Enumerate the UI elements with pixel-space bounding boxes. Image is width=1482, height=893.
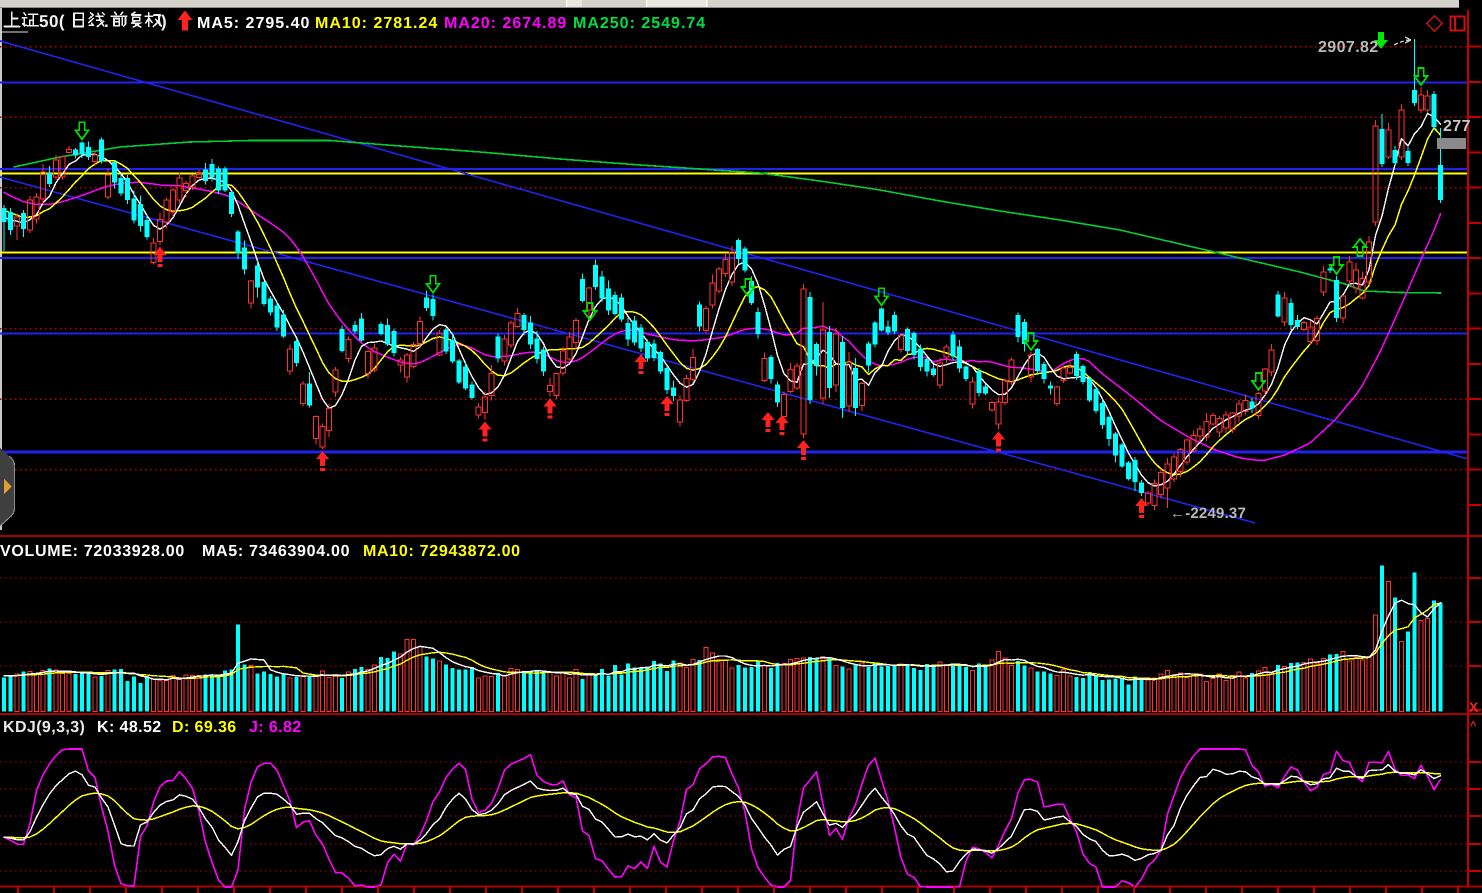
svg-text:.: . [104,12,109,31]
svg-text:D: 69.36: D: 69.36 [172,719,237,736]
svg-text:50(: 50( [39,12,65,31]
svg-text:MA250: 2549.74: MA250: 2549.74 [573,15,706,32]
svg-text:MA10: 72943872.00: MA10: 72943872.00 [363,543,521,560]
svg-text:277: 277 [1443,118,1471,135]
svg-text:VOLUME: 72033928.00: VOLUME: 72033928.00 [0,543,185,560]
svg-text:MA5: 73463904.00: MA5: 73463904.00 [202,543,350,560]
svg-text:): ) [161,12,167,31]
svg-text:←-2249.37: ←-2249.37 [1170,505,1246,522]
svg-text:MA5: 2795.40: MA5: 2795.40 [197,15,310,32]
svg-text:2907.82: 2907.82 [1318,39,1379,56]
svg-text:KDJ(9,3,3): KDJ(9,3,3) [3,719,85,736]
svg-text:K: 48.52: K: 48.52 [97,719,162,736]
svg-text:MA20: 2674.89: MA20: 2674.89 [444,15,567,32]
svg-text:X: X [1469,699,1479,715]
svg-text:MA10: 2781.24: MA10: 2781.24 [315,15,438,32]
svg-text:^: ^ [1470,720,1477,732]
svg-text:J: 6.82: J: 6.82 [249,719,302,736]
